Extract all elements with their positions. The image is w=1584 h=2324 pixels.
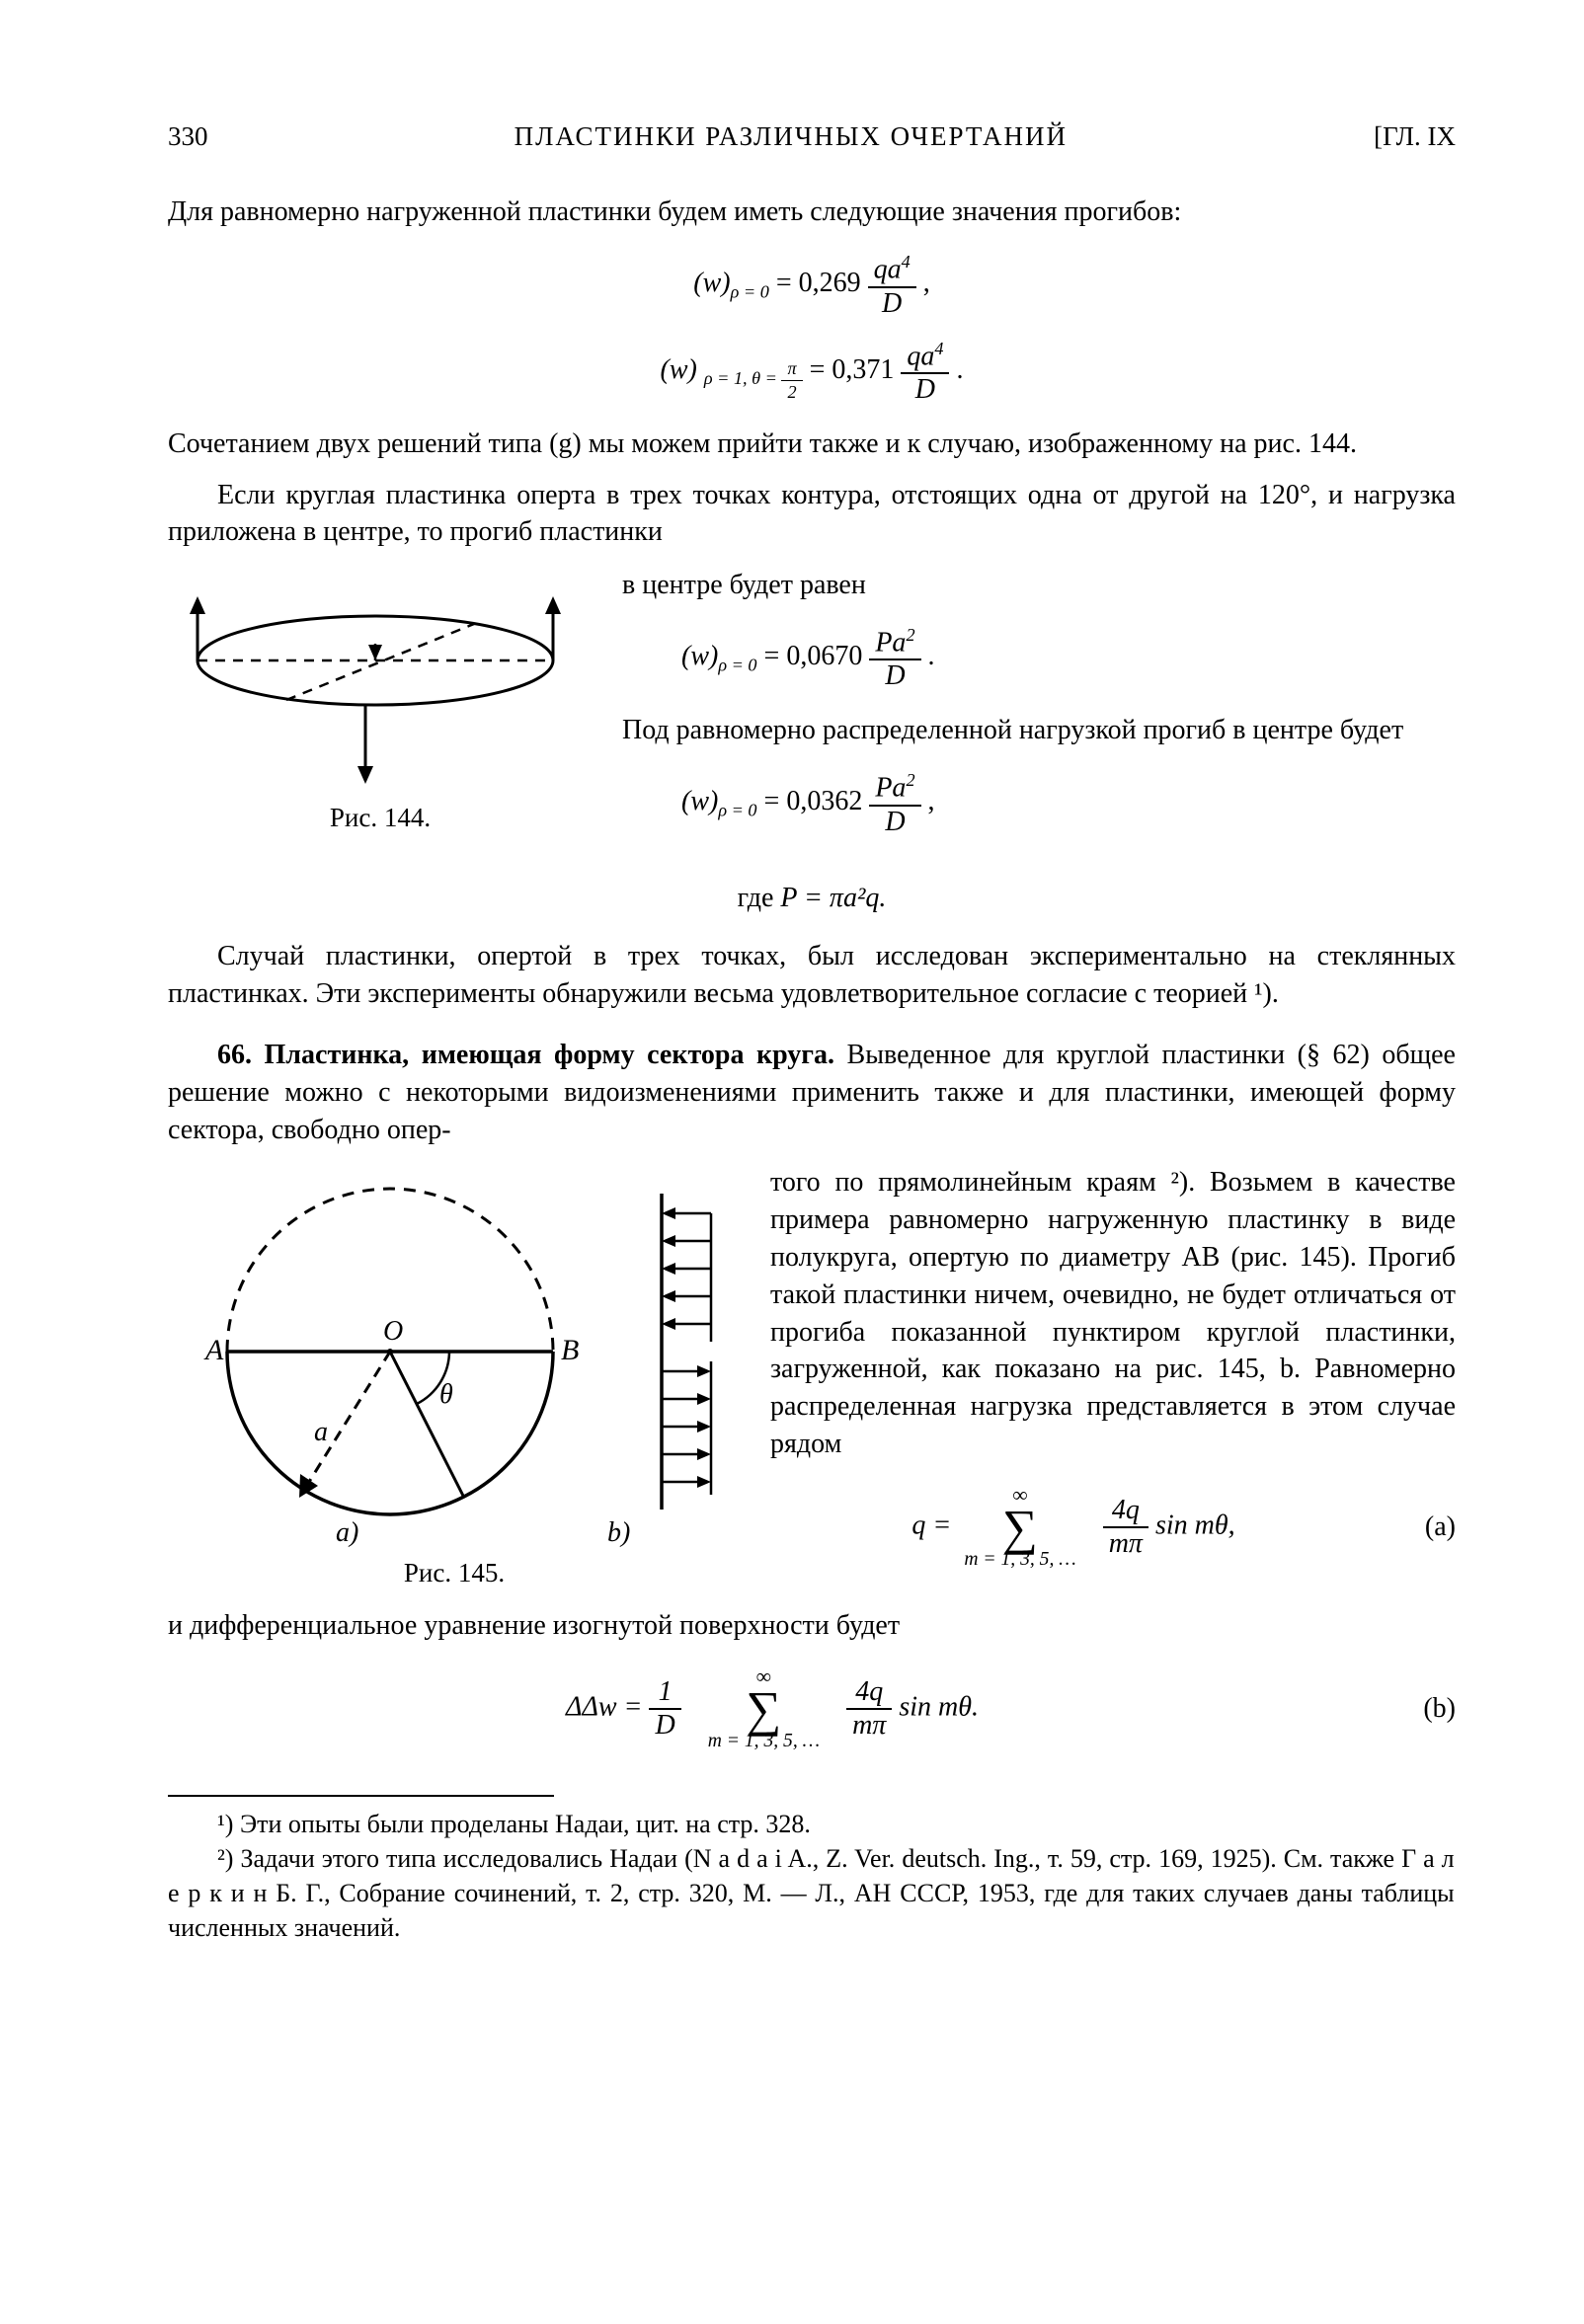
equation-w-rho0: (w)ρ = 0 = 0,269 qa4 D ,: [168, 253, 1456, 317]
footnote-1: ¹) Эти опыты были проделаны Надаи, цит. …: [168, 1807, 1455, 1841]
paragraph-three-points-lead: Если круглая пластинка оперта в трех точ…: [168, 477, 1456, 552]
summation: ∞ ∑ m = 1, 3, 5, …: [708, 1666, 820, 1751]
fraction: 4q mπ: [1103, 1497, 1148, 1558]
frac-den: D: [901, 374, 949, 404]
label-O: O: [383, 1316, 403, 1347]
figure-144-svg: [168, 567, 593, 794]
eq-lhs: (w): [693, 268, 730, 298]
eq-sub: ρ = 0: [718, 656, 756, 675]
equation-label: (b): [1377, 1690, 1456, 1728]
eq-lhs: (w): [681, 641, 718, 671]
fraction: 4q mπ: [846, 1678, 892, 1740]
fraction: 1 D: [649, 1678, 680, 1740]
page-header: 330 ПЛАСТИНКИ РАЗЛИЧНЫХ ОЧЕРТАНИЙ [ГЛ. I…: [168, 118, 1456, 154]
figure-144-caption: Рис. 144.: [168, 800, 593, 835]
paragraph-intro: Для равномерно нагруженной пластинки буд…: [168, 194, 1456, 231]
fraction: qa4 D: [868, 253, 916, 317]
frac-num: Pa: [875, 773, 906, 804]
label-a-radius: a: [314, 1417, 328, 1447]
paragraph-uniform-load: Под равномерно распределенной нагрузкой …: [622, 712, 1456, 749]
figure-144-block: Рис. 144. в центре будет равен (w)ρ = 0 …: [168, 567, 1456, 857]
paragraph-diff-eq: и дифференциальное уравнение изогнутой п…: [168, 1607, 1456, 1645]
label-b-subfig: b): [607, 1517, 630, 1548]
equation-label: (a): [1377, 1509, 1456, 1546]
paragraph-experiment: Случай пластинки, опертой в трех точках,…: [168, 938, 1456, 1013]
figure-145-svg: A B O θ a a) b): [168, 1164, 741, 1549]
exponent: 2: [906, 770, 914, 790]
eq-tail: sin mθ,: [1155, 1510, 1235, 1540]
paragraph-combination: Сочетанием двух решений типа (g) мы може…: [168, 426, 1456, 463]
exponent: 2: [906, 625, 914, 645]
exponent: 4: [934, 339, 943, 358]
eq-coef: = 0,269: [776, 268, 868, 298]
figure-145-caption: Рис. 145.: [168, 1555, 741, 1590]
fraction: Pa2 D: [869, 771, 920, 835]
eq-lhs: (w): [661, 354, 697, 385]
frac-num: qa: [907, 341, 934, 371]
label-B: B: [561, 1334, 579, 1366]
equation-a: q = ∞ ∑ m = 1, 3, 5, … 4q mπ sin mθ, (a): [770, 1485, 1456, 1570]
fraction: qa4 D: [901, 340, 949, 404]
running-title: ПЛАСТИНКИ РАЗЛИЧНЫХ ОЧЕРТАНИЙ: [515, 118, 1068, 154]
section-66-continued: того по прямолинейным краям ²). Возьмем …: [770, 1164, 1456, 1462]
label-a-subfig: a): [336, 1517, 358, 1548]
eq-coef: = 0,0362: [764, 786, 870, 816]
footnote-2: ²) Задачи этого типа исследовались Надаи…: [168, 1841, 1455, 1945]
equation-center-P: (w)ρ = 0 = 0,0670 Pa2 D .: [622, 626, 1456, 690]
frac-den: D: [869, 660, 920, 690]
eq-sub: ρ = 1, θ = π2: [704, 368, 803, 388]
eq-sub: ρ = 0: [718, 801, 756, 820]
frac-num: Pa: [875, 627, 906, 658]
label-theta: θ: [439, 1379, 453, 1410]
label-A: A: [203, 1334, 224, 1366]
eq-lhs: ΔΔw =: [566, 1691, 649, 1722]
paragraph-center-deflection: в центре будет равен: [622, 567, 1456, 604]
section-title: 66. Пластинка, имеющая форму сектора кру…: [217, 1040, 834, 1070]
eq-coef: = 0,0670: [764, 641, 870, 671]
fraction: Pa2 D: [869, 626, 920, 690]
summation: ∞ ∑ m = 1, 3, 5, …: [964, 1485, 1075, 1570]
equation-b: ΔΔw = 1 D ∞ ∑ m = 1, 3, 5, … 4q mπ sin m…: [168, 1666, 1456, 1751]
eq-sub: ρ = 0: [731, 282, 769, 302]
footnotes: ¹) Эти опыты были проделаны Надаи, цит. …: [168, 1795, 554, 1945]
section-66-lead: 66. Пластинка, имеющая форму сектора кру…: [168, 1037, 1456, 1148]
eq-prefix: где: [738, 883, 781, 913]
arrows-left: [662, 1207, 711, 1342]
page-number: 330: [168, 118, 208, 154]
eq-lhs: q =: [911, 1510, 958, 1540]
eq-coef: = 0,371: [810, 354, 902, 385]
eq-tail: sin mθ.: [899, 1691, 979, 1722]
chapter-label: [ГЛ. IX: [1374, 118, 1456, 154]
arrows-right: [662, 1361, 711, 1495]
equation-w-rho1: (w) ρ = 1, θ = π2 = 0,371 qa4 D .: [168, 340, 1456, 404]
exponent: 4: [902, 252, 911, 271]
equation-P-def: где P = πa²q.: [168, 880, 1456, 917]
frac-num: qa: [874, 255, 902, 285]
figure-145-block: A B O θ a a) b): [168, 1164, 1456, 1590]
equation-uniform-P: (w)ρ = 0 = 0,0362 Pa2 D ,: [622, 771, 1456, 835]
eq-body: P = πa²q.: [780, 883, 886, 913]
eq-lhs: (w): [681, 786, 718, 816]
frac-den: D: [869, 807, 920, 836]
frac-den: D: [868, 288, 916, 318]
